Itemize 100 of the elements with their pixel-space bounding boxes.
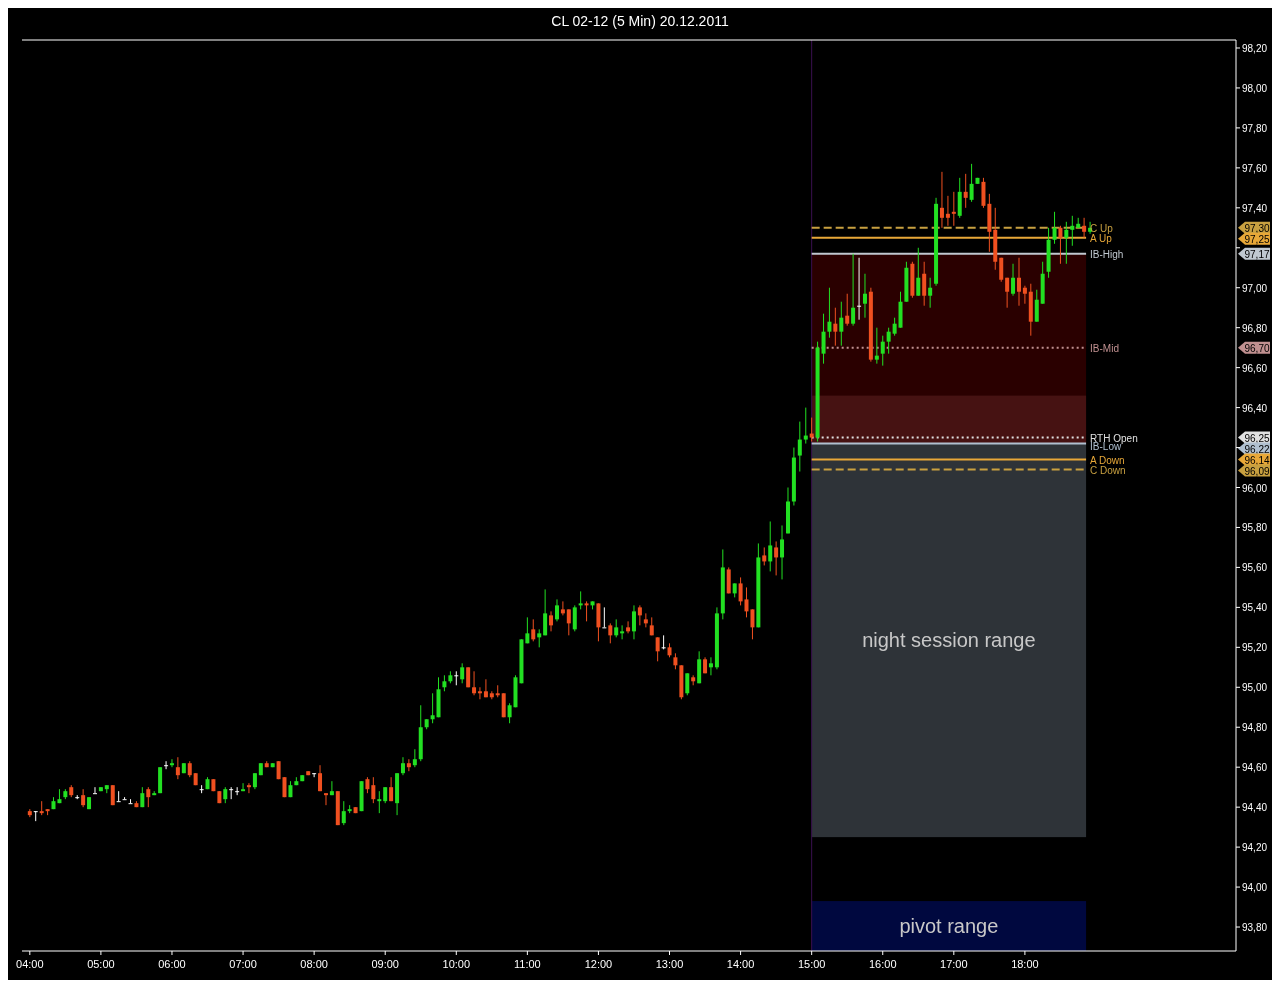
- candlestick: [631, 604, 636, 640]
- candlestick: [246, 782, 251, 794]
- candlestick: [454, 670, 459, 686]
- candlestick: [1070, 215, 1075, 247]
- candlestick: [543, 588, 548, 636]
- candlestick: [460, 662, 465, 684]
- candlestick: [525, 616, 530, 644]
- y-tick-label: 95,60: [1242, 562, 1268, 574]
- candlestick: [241, 782, 246, 792]
- x-tick-label: 18:00: [1011, 958, 1039, 970]
- ref-line-label: A Down: [1090, 454, 1125, 466]
- y-tick-label: 94,40: [1242, 802, 1268, 814]
- candlestick: [169, 758, 174, 768]
- candlestick: [229, 786, 234, 800]
- y-tick-label: 93,80: [1242, 922, 1268, 934]
- y-tick-label: 97,00: [1242, 282, 1268, 294]
- candlestick: [969, 163, 974, 203]
- candlestick: [1034, 289, 1039, 323]
- candlestick: [371, 776, 376, 804]
- y-tick-label: 95,80: [1242, 522, 1268, 534]
- candlestick: [916, 247, 921, 297]
- text: 97,30: [1244, 222, 1270, 234]
- candlestick: [845, 293, 850, 327]
- candlestick: [862, 273, 867, 319]
- y-tick-label: 98,20: [1242, 42, 1268, 54]
- y-tick-label: 96,60: [1242, 362, 1268, 374]
- x-tick-label: 14:00: [726, 958, 755, 970]
- candlestick: [637, 604, 642, 626]
- x-tick-label: 16:00: [868, 958, 897, 970]
- candlestick: [128, 798, 133, 805]
- candlestick: [93, 786, 97, 795]
- y-tick-label: 97,60: [1242, 162, 1268, 174]
- candlestick: [1058, 225, 1063, 265]
- candlestick: [312, 772, 317, 778]
- candlestick: [608, 622, 613, 644]
- candlestick: [116, 790, 121, 803]
- y-tick-label: 94,80: [1242, 722, 1268, 734]
- candlestick: [827, 287, 832, 339]
- x-tick-label: 10:00: [442, 958, 471, 970]
- candlestick: [981, 177, 986, 209]
- text: 96,70: [1244, 342, 1270, 354]
- candlestick: [833, 307, 838, 347]
- x-tick-label: 08:00: [300, 958, 328, 970]
- y-tick-label: 94,20: [1242, 842, 1268, 854]
- candlestick: [1017, 257, 1021, 307]
- x-tick-label: 07:00: [229, 958, 257, 970]
- candlestick: [329, 780, 334, 796]
- candlestick: [774, 540, 779, 576]
- candlestick: [324, 792, 328, 806]
- candlestick: [341, 800, 346, 826]
- candlestick: [922, 261, 927, 307]
- y-tick-label: 95,20: [1242, 642, 1268, 654]
- candlestick: [945, 195, 950, 227]
- candlestick: [602, 606, 607, 629]
- candlestick: [596, 602, 601, 642]
- x-tick-label: 13:00: [655, 958, 684, 970]
- candlestick: [1064, 221, 1069, 265]
- candlestick: [685, 672, 690, 696]
- candlestick: [1005, 277, 1010, 309]
- candlestick: [661, 634, 666, 650]
- y-tick-label: 96,00: [1242, 482, 1268, 494]
- candlestick: [164, 760, 169, 770]
- candlestick: [531, 618, 536, 642]
- y-tick-label: 97,40: [1242, 202, 1268, 214]
- candlestick: [797, 421, 802, 473]
- x-tick-label: 17:00: [940, 958, 968, 970]
- y-tick-label: 97,80: [1242, 122, 1268, 134]
- y-tick-label: 95,40: [1242, 602, 1268, 614]
- candlestick: [803, 407, 808, 445]
- x-tick-label: 11:00: [514, 958, 541, 970]
- x-tick-label: 09:00: [371, 958, 399, 970]
- candlestick: [708, 656, 713, 676]
- candlestick: [584, 600, 589, 622]
- candlestick: [939, 171, 944, 229]
- candlestick: [33, 810, 38, 822]
- candlestick: [697, 650, 702, 684]
- candlestick: [483, 678, 488, 698]
- band-label: night session range: [862, 629, 1036, 652]
- y-tick-label: 94,60: [1242, 762, 1268, 774]
- candlestick: [146, 786, 151, 808]
- candlestick: [477, 686, 482, 700]
- candlestick: [1082, 217, 1087, 239]
- candlestick: [821, 313, 826, 365]
- candlestick: [318, 764, 323, 792]
- x-tick-label: 12:00: [584, 958, 613, 970]
- candlestick: [839, 301, 844, 347]
- candlestick: [1022, 285, 1027, 305]
- candlestick: [874, 327, 879, 365]
- candlestick: [430, 692, 435, 724]
- chart-title: CL 02-12 (5 Min) 20.12.2011: [551, 13, 729, 29]
- candlestick: [928, 277, 933, 309]
- candlestick: [957, 177, 962, 219]
- ref-line-label: A Up: [1090, 232, 1113, 244]
- candlestick: [857, 257, 862, 321]
- candlestick: [560, 600, 565, 616]
- candlestick: [880, 335, 885, 367]
- text: 96,22: [1244, 443, 1270, 455]
- candlestick: [726, 566, 731, 594]
- text: 97,25: [1244, 233, 1270, 245]
- candlestick: [572, 604, 577, 632]
